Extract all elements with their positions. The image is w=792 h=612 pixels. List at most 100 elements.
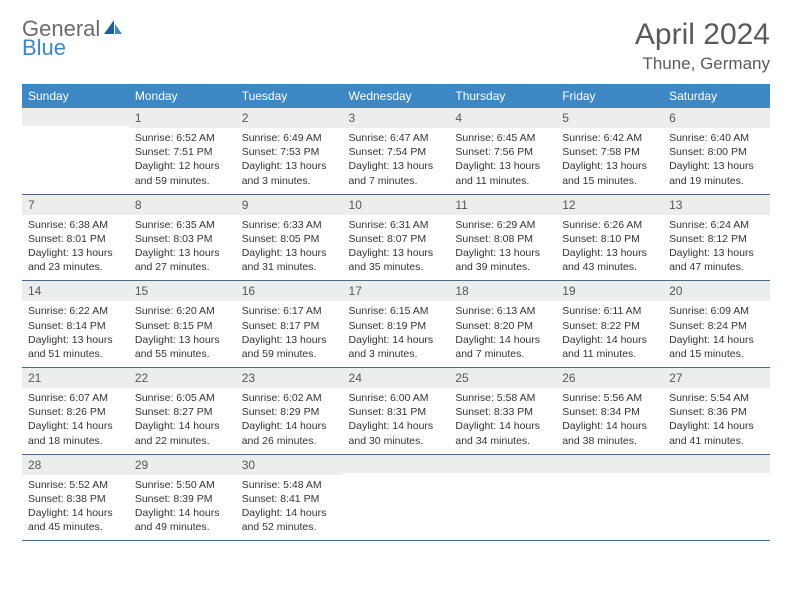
day-body xyxy=(343,473,450,533)
day-body: Sunrise: 6:15 AMSunset: 8:19 PMDaylight:… xyxy=(343,301,450,367)
day-number: 20 xyxy=(663,281,770,301)
day-line: Sunrise: 6:29 AM xyxy=(455,218,550,232)
day-line: Daylight: 14 hours xyxy=(562,333,657,347)
day-cell: 8Sunrise: 6:35 AMSunset: 8:03 PMDaylight… xyxy=(129,194,236,281)
day-line: Daylight: 14 hours xyxy=(135,506,230,520)
day-cell: 28Sunrise: 5:52 AMSunset: 8:38 PMDayligh… xyxy=(22,454,129,541)
day-cell: 21Sunrise: 6:07 AMSunset: 8:26 PMDayligh… xyxy=(22,368,129,455)
day-cell xyxy=(22,108,129,194)
day-number: 11 xyxy=(449,195,556,215)
day-body xyxy=(22,126,129,186)
day-body: Sunrise: 6:38 AMSunset: 8:01 PMDaylight:… xyxy=(22,215,129,281)
day-line: Sunset: 8:24 PM xyxy=(669,319,764,333)
week-row: 28Sunrise: 5:52 AMSunset: 8:38 PMDayligh… xyxy=(22,454,770,541)
brand-logo: General Blue xyxy=(22,18,124,59)
day-line: Daylight: 14 hours xyxy=(242,506,337,520)
day-line: and 30 minutes. xyxy=(349,434,444,448)
day-body: Sunrise: 6:49 AMSunset: 7:53 PMDaylight:… xyxy=(236,128,343,194)
day-body xyxy=(556,473,663,533)
day-line: Daylight: 13 hours xyxy=(455,159,550,173)
day-line: Daylight: 14 hours xyxy=(28,506,123,520)
day-number: 15 xyxy=(129,281,236,301)
day-cell xyxy=(556,454,663,541)
day-line: and 41 minutes. xyxy=(669,434,764,448)
day-cell: 6Sunrise: 6:40 AMSunset: 8:00 PMDaylight… xyxy=(663,108,770,194)
day-line: Sunrise: 6:52 AM xyxy=(135,131,230,145)
day-line: Sunset: 8:00 PM xyxy=(669,145,764,159)
day-line: and 11 minutes. xyxy=(455,174,550,188)
day-line: Sunrise: 6:17 AM xyxy=(242,304,337,318)
dow-saturday: Saturday xyxy=(663,84,770,108)
day-body: Sunrise: 6:13 AMSunset: 8:20 PMDaylight:… xyxy=(449,301,556,367)
day-line: Daylight: 13 hours xyxy=(28,333,123,347)
day-body: Sunrise: 6:20 AMSunset: 8:15 PMDaylight:… xyxy=(129,301,236,367)
day-body: Sunrise: 6:42 AMSunset: 7:58 PMDaylight:… xyxy=(556,128,663,194)
day-body: Sunrise: 6:52 AMSunset: 7:51 PMDaylight:… xyxy=(129,128,236,194)
day-cell: 3Sunrise: 6:47 AMSunset: 7:54 PMDaylight… xyxy=(343,108,450,194)
day-number xyxy=(556,455,663,473)
day-line: Sunrise: 6:49 AM xyxy=(242,131,337,145)
day-line: Daylight: 14 hours xyxy=(562,419,657,433)
day-body: Sunrise: 5:58 AMSunset: 8:33 PMDaylight:… xyxy=(449,388,556,454)
day-line: and 26 minutes. xyxy=(242,434,337,448)
day-line: Sunrise: 6:26 AM xyxy=(562,218,657,232)
day-line: Sunrise: 6:35 AM xyxy=(135,218,230,232)
day-number: 23 xyxy=(236,368,343,388)
day-body: Sunrise: 6:07 AMSunset: 8:26 PMDaylight:… xyxy=(22,388,129,454)
day-line: and 22 minutes. xyxy=(135,434,230,448)
day-line: Sunset: 8:07 PM xyxy=(349,232,444,246)
day-line: and 15 minutes. xyxy=(669,347,764,361)
day-cell: 14Sunrise: 6:22 AMSunset: 8:14 PMDayligh… xyxy=(22,281,129,368)
month-title: April 2024 xyxy=(635,18,770,52)
day-line: Daylight: 13 hours xyxy=(455,246,550,260)
day-cell: 7Sunrise: 6:38 AMSunset: 8:01 PMDaylight… xyxy=(22,194,129,281)
day-line: Daylight: 13 hours xyxy=(669,159,764,173)
calendar-table: Sunday Monday Tuesday Wednesday Thursday… xyxy=(22,84,770,541)
day-line: Sunset: 8:27 PM xyxy=(135,405,230,419)
day-line: Sunrise: 6:31 AM xyxy=(349,218,444,232)
day-line: Daylight: 14 hours xyxy=(669,419,764,433)
day-number: 16 xyxy=(236,281,343,301)
day-line: and 47 minutes. xyxy=(669,260,764,274)
day-cell xyxy=(343,454,450,541)
day-line: Sunrise: 6:00 AM xyxy=(349,391,444,405)
day-line: Sunrise: 6:42 AM xyxy=(562,131,657,145)
day-line: Sunrise: 6:13 AM xyxy=(455,304,550,318)
day-body: Sunrise: 6:45 AMSunset: 7:56 PMDaylight:… xyxy=(449,128,556,194)
day-body xyxy=(663,473,770,533)
day-number: 22 xyxy=(129,368,236,388)
day-line: Sunset: 7:51 PM xyxy=(135,145,230,159)
day-number: 27 xyxy=(663,368,770,388)
day-body: Sunrise: 6:11 AMSunset: 8:22 PMDaylight:… xyxy=(556,301,663,367)
day-line: Sunrise: 6:40 AM xyxy=(669,131,764,145)
day-line: Sunrise: 6:05 AM xyxy=(135,391,230,405)
day-line: Sunrise: 6:11 AM xyxy=(562,304,657,318)
day-line: Sunset: 8:15 PM xyxy=(135,319,230,333)
dow-thursday: Thursday xyxy=(449,84,556,108)
day-cell: 15Sunrise: 6:20 AMSunset: 8:15 PMDayligh… xyxy=(129,281,236,368)
day-cell: 18Sunrise: 6:13 AMSunset: 8:20 PMDayligh… xyxy=(449,281,556,368)
day-line: Daylight: 14 hours xyxy=(242,419,337,433)
day-body: Sunrise: 6:33 AMSunset: 8:05 PMDaylight:… xyxy=(236,215,343,281)
day-number: 8 xyxy=(129,195,236,215)
day-cell: 2Sunrise: 6:49 AMSunset: 7:53 PMDaylight… xyxy=(236,108,343,194)
day-cell: 23Sunrise: 6:02 AMSunset: 8:29 PMDayligh… xyxy=(236,368,343,455)
dow-sunday: Sunday xyxy=(22,84,129,108)
dow-wednesday: Wednesday xyxy=(343,84,450,108)
day-line: Sunrise: 6:02 AM xyxy=(242,391,337,405)
day-line: Sunrise: 6:09 AM xyxy=(669,304,764,318)
day-line: Sunrise: 6:20 AM xyxy=(135,304,230,318)
day-body: Sunrise: 6:35 AMSunset: 8:03 PMDaylight:… xyxy=(129,215,236,281)
day-body: Sunrise: 6:31 AMSunset: 8:07 PMDaylight:… xyxy=(343,215,450,281)
day-line: and 38 minutes. xyxy=(562,434,657,448)
week-row: 21Sunrise: 6:07 AMSunset: 8:26 PMDayligh… xyxy=(22,368,770,455)
day-line: Sunset: 8:05 PM xyxy=(242,232,337,246)
day-number: 7 xyxy=(22,195,129,215)
day-line: Daylight: 14 hours xyxy=(455,419,550,433)
day-cell: 5Sunrise: 6:42 AMSunset: 7:58 PMDaylight… xyxy=(556,108,663,194)
day-line: Daylight: 14 hours xyxy=(135,419,230,433)
day-line: Sunset: 7:54 PM xyxy=(349,145,444,159)
day-cell: 4Sunrise: 6:45 AMSunset: 7:56 PMDaylight… xyxy=(449,108,556,194)
day-line: Sunset: 7:56 PM xyxy=(455,145,550,159)
day-line: Sunset: 8:39 PM xyxy=(135,492,230,506)
